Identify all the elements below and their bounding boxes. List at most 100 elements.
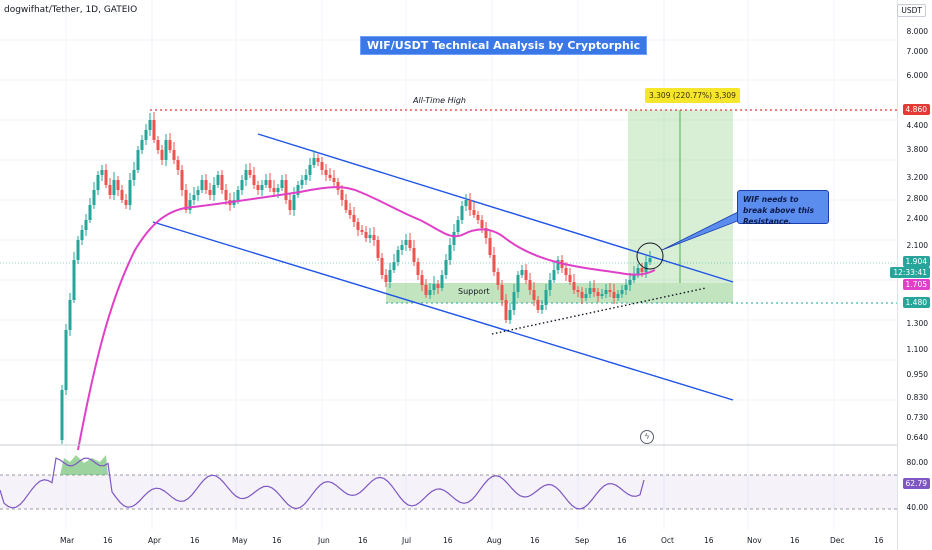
chart-title: WIF/USDT Technical Analysis by Cryptorph…: [360, 36, 648, 55]
rsi-band: [0, 475, 898, 509]
candle-body: [416, 262, 420, 275]
candle-body: [624, 285, 628, 290]
currency-button[interactable]: USDT: [897, 4, 926, 17]
candle-body: [328, 175, 332, 178]
candle-body: [264, 180, 268, 185]
grid-lines: [0, 0, 898, 530]
candle-body: [648, 258, 652, 262]
support-label: Support: [458, 287, 490, 296]
candle-body: [564, 268, 568, 275]
current-price-badge: 1.904: [902, 256, 930, 267]
candle-body: [136, 150, 140, 170]
rising-trendline: [491, 287, 707, 335]
candle-body: [284, 180, 288, 200]
candle-body: [256, 185, 260, 190]
candle-body: [420, 275, 424, 285]
candle-body: [324, 170, 328, 175]
candle-body: [64, 330, 68, 390]
candle-body: [188, 200, 192, 210]
candle-body: [312, 158, 316, 165]
candle-body: [640, 268, 644, 272]
candle-body: [636, 268, 640, 274]
candle-body: [532, 290, 536, 300]
candle-body: [412, 248, 416, 262]
candle-body: [500, 285, 504, 300]
candle-body: [144, 130, 148, 140]
candle-body: [472, 210, 476, 215]
time-tick: 16: [874, 536, 884, 545]
price-tick: 4.400: [906, 121, 928, 130]
candle-body: [236, 190, 240, 200]
candle-body: [276, 188, 280, 192]
lightning-icon[interactable]: ϟ: [640, 430, 654, 444]
candle-body: [316, 158, 320, 162]
time-tick: 16: [190, 536, 200, 545]
candle-body: [84, 220, 88, 230]
candle-body: [292, 195, 296, 210]
candle-body: [456, 220, 460, 232]
candle-body: [168, 140, 172, 150]
candle-body: [388, 270, 392, 282]
candle-body: [512, 292, 516, 310]
candle-body: [352, 215, 356, 222]
candle-body: [604, 290, 608, 294]
candle-body: [88, 205, 92, 220]
price-tick: 3.800: [906, 145, 928, 154]
candle-body: [280, 180, 284, 188]
measure-label: 3.309 (220.77%) 3,309: [645, 88, 740, 103]
candle-body: [108, 185, 112, 195]
candle-body: [516, 275, 520, 292]
candle-body: [492, 255, 496, 272]
candle-body: [60, 390, 64, 440]
time-tick: Nov: [747, 536, 762, 545]
candle-body: [364, 232, 368, 238]
candle-body: [128, 180, 132, 205]
candle-body: [460, 206, 464, 220]
candle-body: [184, 190, 188, 210]
candle-body: [428, 290, 432, 295]
time-tick: 16: [358, 536, 368, 545]
candle-body: [260, 185, 264, 190]
candle-body: [596, 292, 600, 296]
time-tick: Jun: [318, 536, 330, 545]
candle-body: [440, 275, 444, 288]
candle-body: [80, 230, 84, 240]
price-tick: 7.000: [906, 47, 928, 56]
candle-body: [520, 270, 524, 275]
candle-body: [372, 235, 376, 240]
candle-body: [320, 162, 324, 170]
candle-body: [464, 200, 468, 206]
candle-body: [340, 190, 344, 200]
candle-body: [348, 210, 352, 215]
candle-body: [592, 288, 596, 292]
candle-body: [120, 190, 124, 200]
candle-body: [164, 140, 168, 160]
time-tick: 16: [272, 536, 282, 545]
candle-body: [476, 215, 480, 220]
candle-body: [132, 170, 136, 180]
rsi-overbought-fill: [60, 455, 108, 475]
candle-body: [100, 170, 104, 175]
candle-body: [288, 200, 292, 210]
candle-body: [212, 185, 216, 195]
candle-body: [200, 180, 204, 190]
price-tick: 8.000: [906, 27, 928, 36]
candle-body: [148, 120, 152, 130]
candle-body: [216, 175, 220, 185]
candle-body: [468, 200, 472, 210]
price-tick: 0.730: [906, 413, 928, 422]
candle-body: [180, 170, 184, 190]
price-tick: 0.640: [906, 433, 928, 442]
candle-body: [552, 270, 556, 280]
time-tick: Sep: [575, 536, 590, 545]
rsi-tick: 80.00: [906, 458, 928, 467]
time-tick: 16: [704, 536, 714, 545]
candle-body: [344, 200, 348, 210]
time-tick: Aug: [487, 536, 502, 545]
symbol-label[interactable]: dogwifhat/Tether, 1D, GATEIO: [4, 5, 138, 15]
moving-average-line: [77, 186, 656, 451]
candle-body: [628, 280, 632, 285]
channel-upper: [257, 133, 734, 283]
candle-body: [308, 165, 312, 175]
